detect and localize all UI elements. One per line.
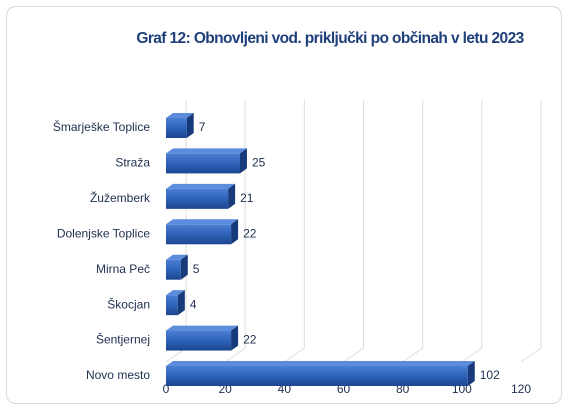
- y-tick-label: Straža: [115, 156, 150, 170]
- bar-side: [239, 148, 247, 174]
- grid-line: [402, 100, 424, 363]
- bar: [166, 188, 229, 209]
- data-label: 25: [252, 156, 266, 170]
- data-label: 5: [193, 262, 200, 276]
- y-tick-label: Novo mesto: [86, 368, 150, 382]
- bar: [166, 259, 181, 280]
- data-label: 22: [243, 333, 257, 347]
- bar-side: [180, 254, 188, 280]
- grid-line: [343, 100, 364, 363]
- y-tick-label: Šentjernej: [96, 332, 150, 347]
- bar-side: [177, 290, 185, 316]
- bar-top: [166, 361, 475, 366]
- x-tick-label: 0: [163, 382, 170, 396]
- bar: [166, 118, 187, 138]
- bar-side: [467, 361, 475, 386]
- chart-title: Graf 12: Obnovljeni vod. priključki po o…: [136, 30, 524, 47]
- bar-top: [166, 113, 194, 118]
- bar: [166, 330, 232, 351]
- y-tick-label: Škocjan: [107, 296, 150, 311]
- grid-line: [224, 100, 246, 363]
- data-label: 4: [190, 297, 197, 311]
- y-tick-label: Mirna Peč: [96, 262, 150, 276]
- bar-side: [231, 219, 239, 245]
- bar-top: [166, 325, 239, 331]
- grid-line: [520, 100, 542, 363]
- bar-top: [166, 290, 185, 296]
- y-tick-label: Dolenjske Toplice: [57, 226, 150, 240]
- bar-top: [166, 219, 239, 225]
- grid-line: [461, 100, 483, 363]
- data-label: 22: [243, 226, 257, 240]
- data-label: 7: [199, 120, 206, 134]
- bar-side: [231, 325, 239, 351]
- bar: [166, 224, 232, 245]
- x-tick-label: 120: [511, 382, 531, 396]
- bar-side: [186, 113, 194, 138]
- data-label: 21: [240, 191, 254, 205]
- bar-top: [166, 148, 247, 154]
- chart-frame: [6, 6, 562, 404]
- bar-top: [166, 183, 236, 189]
- data-label: 102: [480, 368, 500, 382]
- bar: [166, 295, 178, 316]
- grid-line: [284, 100, 305, 363]
- bar: [166, 366, 468, 386]
- y-tick-label: Žužemberk: [90, 190, 151, 205]
- bar-side: [228, 183, 236, 209]
- bar-top: [166, 254, 188, 260]
- y-tick-label: Šmarješke Toplice: [53, 119, 150, 134]
- bar: [166, 153, 240, 174]
